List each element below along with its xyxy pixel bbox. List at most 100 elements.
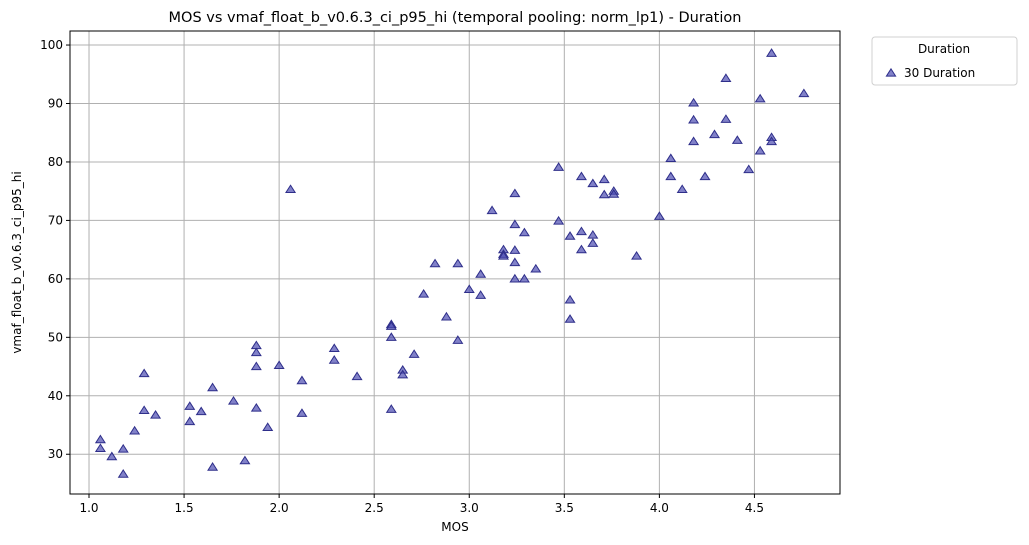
x-tick-label: 2.5 bbox=[365, 501, 384, 515]
data-point bbox=[475, 290, 487, 299]
data-point bbox=[262, 422, 274, 431]
y-tick-label: 70 bbox=[48, 213, 63, 227]
data-point bbox=[452, 258, 464, 268]
data-point bbox=[385, 321, 397, 330]
data-point bbox=[195, 406, 207, 416]
data-point bbox=[509, 273, 521, 283]
data-point bbox=[440, 311, 452, 321]
data-point bbox=[227, 395, 240, 405]
data-point bbox=[575, 171, 587, 181]
data-point bbox=[463, 284, 475, 293]
data-point bbox=[351, 371, 363, 381]
y-axis-ticks: 30 40 50 60 70 80 90 100 bbox=[40, 38, 70, 461]
data-point bbox=[720, 73, 732, 82]
legend-entry-label: 30 Duration bbox=[904, 66, 975, 80]
data-point bbox=[587, 229, 599, 239]
data-point bbox=[553, 215, 565, 225]
data-point bbox=[653, 211, 665, 220]
x-axis-label: MOS bbox=[441, 520, 468, 534]
data-point bbox=[553, 162, 565, 171]
data-point bbox=[475, 269, 487, 278]
data-point bbox=[328, 355, 340, 364]
data-point bbox=[117, 443, 129, 453]
data-point bbox=[766, 48, 778, 57]
data-point bbox=[509, 245, 521, 254]
data-point bbox=[743, 164, 755, 174]
data-point bbox=[184, 401, 196, 410]
legend-box bbox=[871, 36, 1018, 86]
data-point bbox=[631, 250, 643, 260]
data-point bbox=[207, 382, 219, 392]
data-point bbox=[429, 258, 441, 268]
y-tick-label: 30 bbox=[48, 447, 63, 461]
data-point bbox=[720, 114, 732, 123]
data-point bbox=[575, 226, 587, 236]
y-tick-label: 100 bbox=[40, 38, 63, 52]
data-point bbox=[452, 335, 464, 344]
x-axis-ticks: 1.0 1.5 2.0 2.5 3.0 3.5 4.0 4.5 bbox=[79, 494, 764, 515]
legend: Duration 30 Duration bbox=[871, 36, 1018, 86]
data-point bbox=[397, 369, 409, 379]
data-point bbox=[608, 189, 620, 198]
data-point bbox=[564, 231, 576, 240]
data-point bbox=[754, 93, 766, 103]
legend-marker-triangle bbox=[885, 67, 897, 77]
data-point bbox=[285, 184, 297, 194]
data-point bbox=[709, 129, 721, 139]
data-point bbox=[688, 114, 700, 124]
y-axis-label: vmaf_float_b_v0.6.3_ci_p95_hi bbox=[10, 171, 24, 353]
data-point bbox=[754, 145, 766, 155]
data-point bbox=[129, 425, 141, 435]
data-point bbox=[250, 361, 262, 371]
data-point bbox=[665, 153, 677, 163]
data-point bbox=[94, 434, 106, 444]
data-point bbox=[676, 184, 688, 194]
data-point bbox=[598, 174, 610, 184]
data-point bbox=[575, 244, 587, 254]
grid-lines bbox=[70, 31, 840, 494]
data-points bbox=[94, 48, 810, 478]
chart-title: MOS vs vmaf_float_b_v0.6.3_ci_p95_hi (te… bbox=[169, 10, 742, 26]
x-tick-label: 3.5 bbox=[555, 501, 574, 515]
data-point bbox=[150, 410, 162, 419]
x-tick-label: 3.0 bbox=[460, 501, 479, 515]
data-point bbox=[296, 375, 308, 385]
data-point bbox=[117, 469, 129, 478]
data-point bbox=[518, 273, 530, 283]
data-point bbox=[798, 88, 810, 98]
data-point bbox=[530, 263, 542, 273]
x-tick-label: 2.0 bbox=[270, 501, 289, 515]
x-tick-label: 4.5 bbox=[745, 501, 764, 515]
data-point bbox=[184, 416, 196, 426]
data-point bbox=[328, 343, 340, 353]
data-point bbox=[518, 227, 530, 237]
data-point bbox=[138, 405, 150, 415]
data-point bbox=[564, 294, 576, 304]
x-tick-label: 1.5 bbox=[175, 501, 194, 515]
data-point bbox=[250, 347, 262, 357]
y-tick-label: 40 bbox=[48, 389, 63, 403]
data-point bbox=[766, 136, 778, 146]
plot-area-frame bbox=[69, 30, 841, 495]
data-point bbox=[273, 360, 285, 369]
data-point bbox=[239, 455, 251, 465]
data-point bbox=[665, 171, 677, 181]
data-point bbox=[509, 257, 521, 267]
data-point bbox=[207, 462, 219, 471]
y-tick-label: 80 bbox=[48, 155, 63, 169]
data-point bbox=[385, 404, 397, 413]
data-point bbox=[408, 349, 420, 358]
data-point bbox=[418, 288, 430, 298]
data-point bbox=[250, 402, 262, 412]
data-point bbox=[497, 250, 509, 260]
data-point bbox=[699, 171, 711, 181]
data-point bbox=[106, 451, 118, 461]
data-point bbox=[731, 135, 743, 144]
data-point bbox=[486, 205, 498, 215]
legend-title: Duration bbox=[918, 42, 970, 56]
data-point bbox=[688, 97, 700, 107]
y-tick-label: 90 bbox=[48, 96, 63, 110]
data-point bbox=[688, 136, 700, 146]
data-point bbox=[587, 238, 599, 247]
